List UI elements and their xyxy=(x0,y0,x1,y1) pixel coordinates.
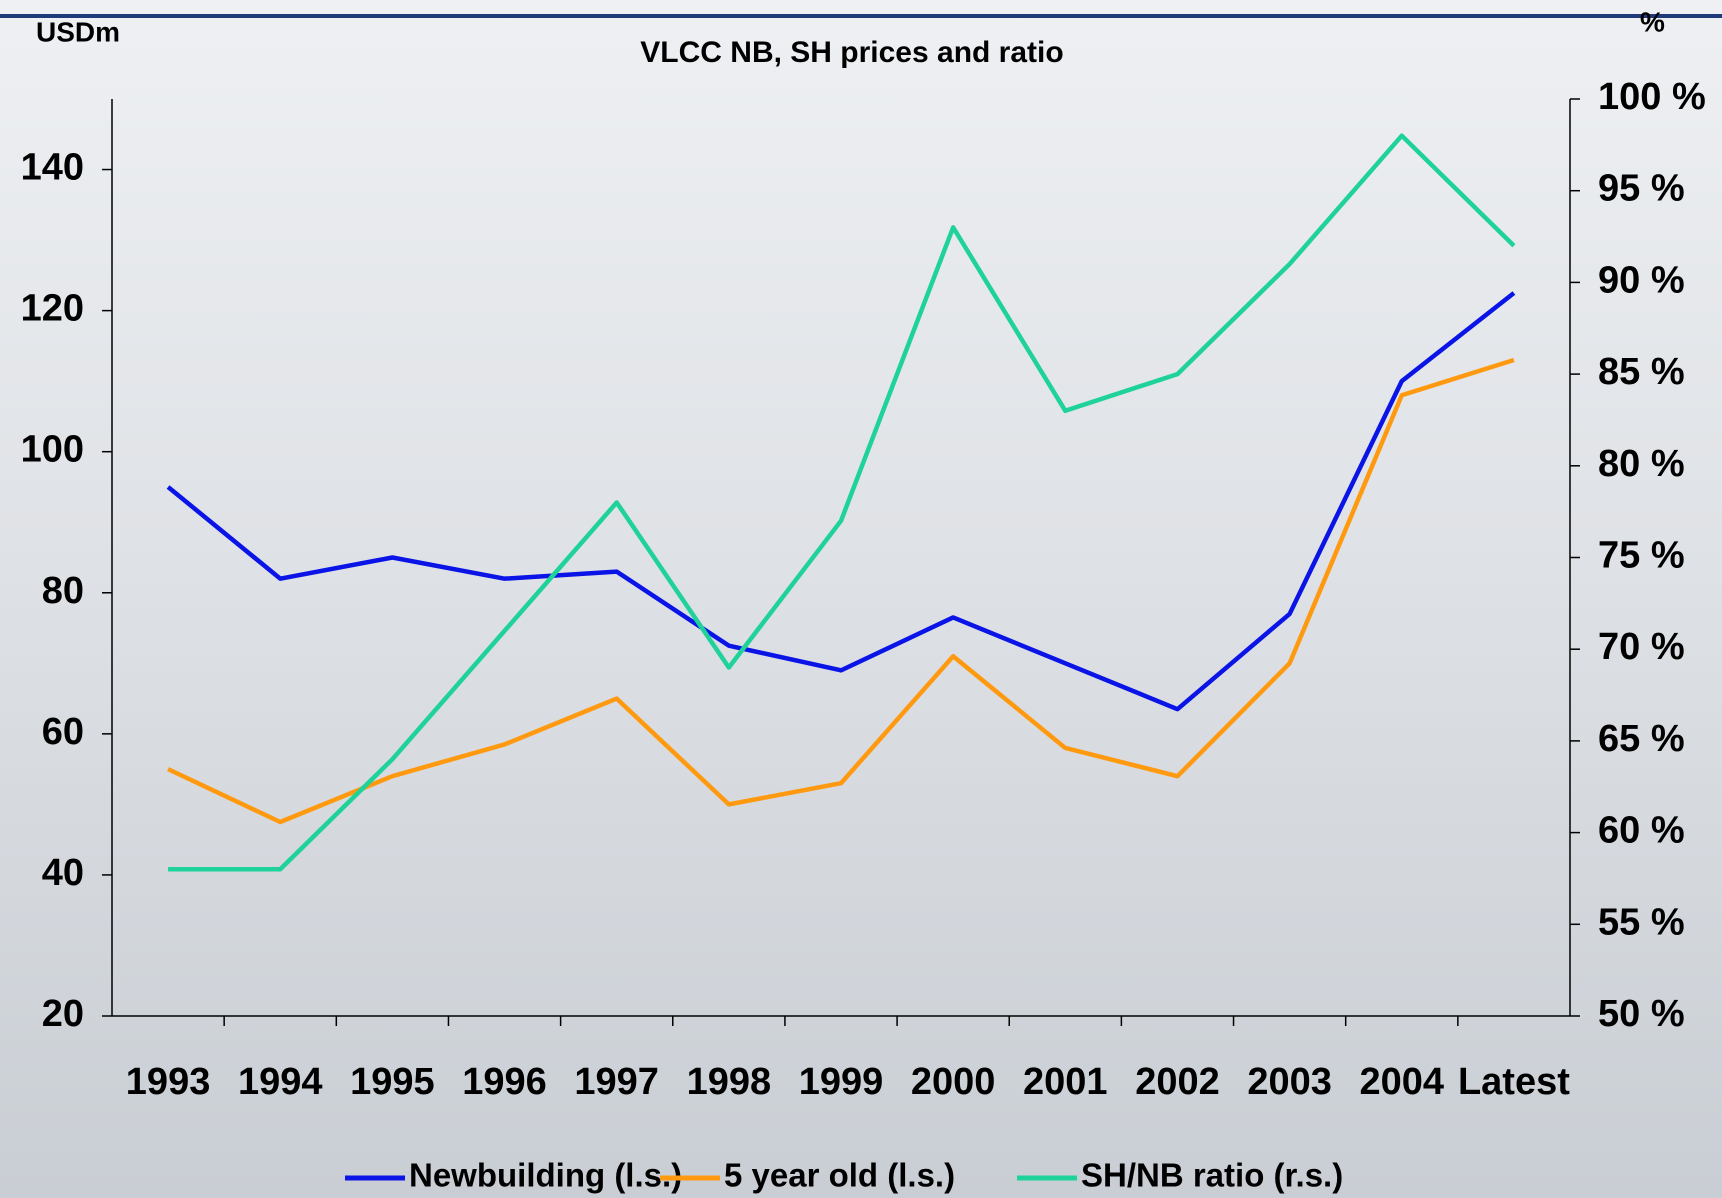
y-tick-label: 120 xyxy=(21,288,84,330)
y2-tick-label: 75 % xyxy=(1598,535,1685,577)
x-tick-label: 2000 xyxy=(911,1061,996,1103)
y2-tick-label: 90 % xyxy=(1598,259,1685,301)
x-tick-label: 1998 xyxy=(687,1061,772,1103)
legend-label: 5 year old (l.s.) xyxy=(724,1157,955,1194)
x-tick-label: 2002 xyxy=(1135,1061,1220,1103)
y2-axis-label: % xyxy=(1640,6,1665,37)
legend-label: Newbuilding (l.s.) xyxy=(409,1157,682,1194)
legend-label: SH/NB ratio (r.s.) xyxy=(1081,1157,1343,1194)
x-tick-label: 2001 xyxy=(1023,1061,1108,1103)
y2-tick-label: 70 % xyxy=(1598,626,1685,668)
x-tick-label: 2004 xyxy=(1359,1061,1444,1103)
y2-tick-label: 55 % xyxy=(1598,901,1685,943)
y2-tick-label: 100 % xyxy=(1598,76,1706,118)
y2-tick-label: 65 % xyxy=(1598,718,1685,760)
y2-tick-label: 85 % xyxy=(1598,351,1685,393)
y-tick-label: 140 xyxy=(21,147,84,189)
y2-tick-label: 50 % xyxy=(1598,993,1685,1035)
x-tick-label: 1994 xyxy=(238,1061,323,1103)
y-tick-label: 100 xyxy=(21,429,84,471)
y2-tick-label: 80 % xyxy=(1598,443,1685,485)
y-tick-label: 40 xyxy=(42,852,84,894)
series-line xyxy=(168,133,1516,872)
y-tick-label: 20 xyxy=(42,993,84,1035)
y2-tick-label: 60 % xyxy=(1598,810,1685,852)
x-tick-label: 1993 xyxy=(126,1061,211,1103)
x-tick-label: 1997 xyxy=(574,1061,659,1103)
chart-title: VLCC NB, SH prices and ratio xyxy=(640,36,1063,69)
x-tick-label: 1996 xyxy=(462,1061,547,1103)
y-tick-label: 60 xyxy=(42,711,84,753)
y-tick-label: 80 xyxy=(42,570,84,612)
y-axis-label: USDm xyxy=(36,16,120,47)
y2-tick-label: 95 % xyxy=(1598,168,1685,210)
series-line xyxy=(167,357,1515,825)
x-tick-label: 1995 xyxy=(350,1061,435,1103)
top-rule xyxy=(0,14,1722,18)
x-tick-label: Latest xyxy=(1458,1061,1570,1103)
x-tick-label: 2003 xyxy=(1247,1061,1332,1103)
series-line xyxy=(166,291,1516,712)
x-tick-label: 1999 xyxy=(799,1061,884,1103)
